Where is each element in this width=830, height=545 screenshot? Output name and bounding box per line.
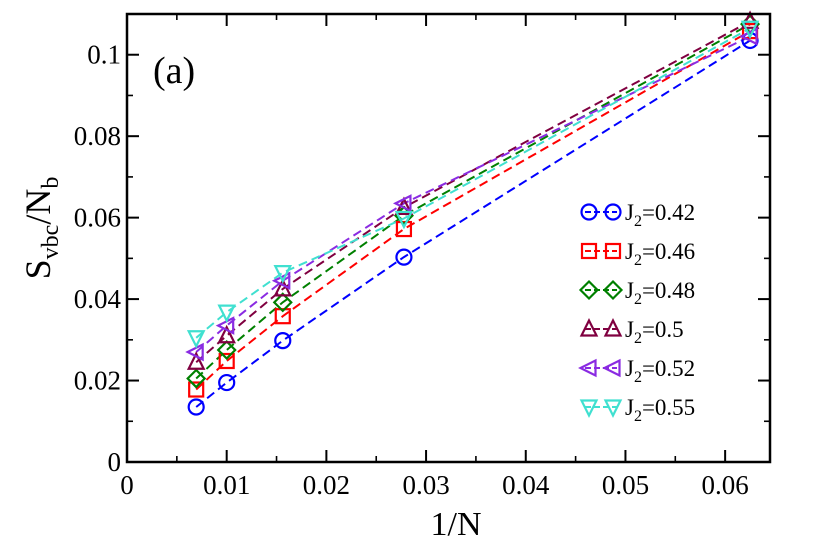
legend-marker (579, 318, 599, 337)
series-line (195, 30, 751, 391)
legend-label-pre: J (625, 395, 634, 420)
data-point (217, 304, 236, 324)
legend-marker (602, 279, 624, 301)
y-label-main: S (18, 259, 58, 279)
data-point (216, 339, 237, 361)
data-point (273, 265, 293, 284)
data-point (395, 220, 413, 238)
y-axis-label: Svbc/Nb (18, 177, 64, 280)
legend-label-sub: 2 (634, 213, 642, 230)
legend-label-pre: J (625, 317, 634, 342)
data-point (392, 194, 412, 213)
plot-frame (125, 12, 772, 464)
legend-label-sub: 2 (634, 369, 642, 386)
y-label-sub1: vbc (38, 225, 64, 260)
legend-marker (579, 399, 599, 418)
legend-item: J2=0.5 (579, 317, 684, 347)
legend-marker (580, 242, 598, 260)
x-tick-label: 0.04 (502, 470, 550, 500)
legend-item: J2=0.55 (579, 395, 695, 425)
legend-label: J2=0.48 (625, 278, 695, 308)
y-tick-label: 0.06 (74, 203, 121, 233)
y-tick-label: 0.08 (74, 121, 121, 151)
data-point (215, 316, 235, 335)
legend-label: J2=0.52 (625, 356, 695, 386)
legend-label-pre: J (625, 239, 634, 264)
y-label-mid: /N (18, 189, 58, 225)
data-point (187, 398, 205, 416)
x-tick-label: 0.06 (702, 470, 749, 500)
data-point (740, 10, 760, 29)
x-tick-label: 0.01 (203, 470, 250, 500)
legend-item: J2=0.42 (580, 200, 695, 230)
legend-marker (578, 279, 600, 301)
legend-marker (603, 318, 623, 337)
data-point (740, 20, 760, 40)
ticks-layer: 0 0.01 0.02 0.03 0.04 0.05 0.06 0 0.02 0.04 0.06 0.… (74, 14, 770, 500)
x-axis-label: 1/N (431, 506, 482, 543)
legend-label-post: =0.5 (642, 317, 684, 342)
data-point (274, 332, 292, 350)
series-line (195, 23, 751, 380)
data-point (186, 368, 207, 389)
y-label-sub2: b (38, 177, 64, 189)
legend-label-post: =0.55 (642, 395, 695, 420)
legend-label-pre: J (625, 356, 634, 381)
legend-label-sub: 2 (634, 252, 642, 269)
legend-label-post: =0.42 (642, 200, 695, 225)
data-point (218, 352, 235, 370)
y-tick-label: 0.1 (87, 40, 121, 70)
y-tick-label: 0.02 (74, 366, 121, 396)
legend-label-pre: J (625, 200, 634, 225)
legend-label-post: =0.46 (642, 239, 695, 264)
legend-label-pre: J (625, 278, 634, 303)
legend-label-post: =0.48 (642, 278, 695, 303)
series-line (195, 20, 751, 363)
legend-marker (580, 203, 598, 221)
legend-marker (603, 399, 623, 418)
legend-label-sub: 2 (634, 291, 642, 308)
legend: J2=0.42J2=0.46J2=0.48J2=0.5J2=0.52J2=0.5… (578, 200, 695, 425)
legend-label-sub: 2 (634, 408, 642, 425)
legend-label: J2=0.55 (625, 395, 695, 425)
data-point (272, 292, 293, 313)
x-tick-label: 0 (120, 470, 134, 500)
panel-label: (a) (153, 50, 195, 92)
y-tick-label: 0.04 (74, 284, 122, 314)
legend-item: J2=0.48 (578, 278, 695, 308)
data-point (186, 330, 206, 349)
legend-item: J2=0.52 (578, 356, 695, 386)
data-point (186, 351, 206, 370)
legend-marker (602, 358, 621, 378)
x-tick-label: 0.03 (402, 470, 449, 500)
legend-marker (604, 242, 622, 260)
data-point (274, 308, 291, 325)
series-line (195, 39, 751, 408)
data-point (395, 248, 413, 266)
legend-marker (604, 203, 622, 221)
legend-item: J2=0.46 (580, 239, 695, 269)
x-tick-label: 0.02 (303, 470, 350, 500)
data-point (188, 381, 205, 398)
data-point (185, 342, 204, 362)
data-point (218, 373, 236, 392)
legend-marker (578, 358, 597, 378)
series-line (195, 27, 751, 339)
legend-label-post: =0.52 (642, 356, 695, 381)
x-tick-label: 0.05 (602, 470, 649, 500)
data-point (394, 210, 414, 230)
y-tick-label: 0 (108, 447, 122, 477)
legend-label: J2=0.5 (625, 317, 684, 347)
legend-label-sub: 2 (634, 330, 642, 347)
series-layer (185, 10, 761, 416)
legend-label: J2=0.46 (625, 239, 695, 269)
data-point (217, 324, 236, 344)
legend-label: J2=0.42 (625, 200, 695, 230)
